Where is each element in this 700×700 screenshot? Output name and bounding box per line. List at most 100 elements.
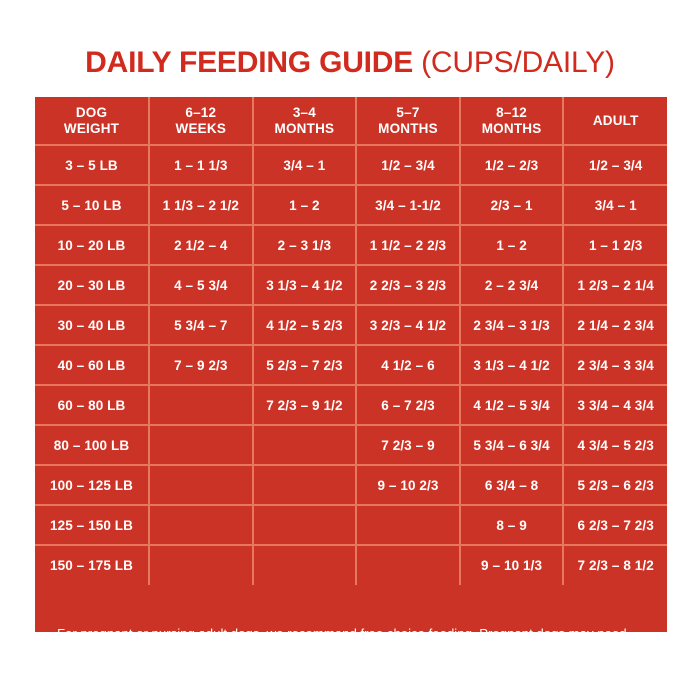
table-row: 3 – 5 LB 1 – 1 1/3 3/4 – 1 1/2 – 3/4 1/2… <box>35 145 667 186</box>
cell-adult: 1/2 – 3/4 <box>563 145 667 186</box>
column-header-6-12-weeks: 6–12 WEEKS <box>149 97 254 146</box>
cell-6-12-weeks <box>149 425 254 466</box>
cell-adult: 2 1/4 – 2 3/4 <box>563 305 667 346</box>
cell-5-7-months: 6 – 7 2/3 <box>356 385 461 426</box>
cell-8-12-months: 3 1/3 – 4 1/2 <box>459 345 565 386</box>
cell-dog-weight: 3 – 5 LB <box>35 145 150 186</box>
cell-3-4-months: 3 1/3 – 4 1/2 <box>252 265 358 306</box>
column-header-6-12-weeks-line1: 6–12 <box>185 104 217 120</box>
footnote: For pregnant or nursing adult dogs, we r… <box>35 612 667 632</box>
table-row: 30 – 40 LB 5 3/4 – 7 4 1/2 – 5 2/3 3 2/3… <box>35 305 667 346</box>
cell-adult: 5 2/3 – 6 2/3 <box>563 465 667 506</box>
cell-5-7-months <box>356 505 461 546</box>
cell-3-4-months: 1 – 2 <box>252 185 358 226</box>
cell-dog-weight: 80 – 100 LB <box>35 425 150 466</box>
table-row: 125 – 150 LB 8 – 9 6 2/3 – 7 2/3 <box>35 505 667 546</box>
cell-6-12-weeks <box>149 385 254 426</box>
cell-6-12-weeks: 1 1/3 – 2 1/2 <box>149 185 254 226</box>
cell-6-12-weeks: 1 – 1 1/3 <box>149 145 254 186</box>
cell-dog-weight: 20 – 30 LB <box>35 265 150 306</box>
cell-dog-weight: 60 – 80 LB <box>35 385 150 426</box>
footnote-text: For pregnant or nursing adult dogs, we r… <box>57 624 645 632</box>
cell-5-7-months: 3/4 – 1-1/2 <box>356 185 461 226</box>
cell-5-7-months: 4 1/2 – 6 <box>356 345 461 386</box>
cell-8-12-months: 4 1/2 – 5 3/4 <box>459 385 565 426</box>
column-header-6-12-weeks-line2: WEEKS <box>175 120 227 136</box>
table-row: 150 – 175 LB 9 – 10 1/3 7 2/3 – 8 1/2 <box>35 545 667 585</box>
column-header-dog-weight-line2: WEIGHT <box>63 120 120 136</box>
cell-dog-weight: 10 – 20 LB <box>35 225 150 266</box>
cell-5-7-months: 7 2/3 – 9 <box>356 425 461 466</box>
cell-6-12-weeks <box>149 465 254 506</box>
column-header-5-7-months-line2: MONTHS <box>378 120 438 136</box>
cell-adult: 7 2/3 – 8 1/2 <box>563 545 667 585</box>
column-header-8-12-months: 8–12 MONTHS <box>459 97 565 146</box>
cell-adult: 1 – 1 2/3 <box>563 225 667 266</box>
cell-5-7-months <box>356 545 461 585</box>
page-title: DAILY FEEDING GUIDE (CUPS/DAILY) <box>0 46 700 80</box>
column-header-3-4-months-line2: MONTHS <box>274 120 335 136</box>
table-row: 20 – 30 LB 4 – 5 3/4 3 1/3 – 4 1/2 2 2/3… <box>35 265 667 306</box>
feeding-table-panel: DOG WEIGHT 6–12 WEEKS 3–4 MONTHS 5–7 MON… <box>35 97 667 632</box>
cell-adult: 4 3/4 – 5 2/3 <box>563 425 667 466</box>
cell-adult: 3 3/4 – 4 3/4 <box>563 385 667 426</box>
cell-3-4-months <box>252 545 358 585</box>
table-row: 80 – 100 LB 7 2/3 – 9 5 3/4 – 6 3/4 4 3/… <box>35 425 667 466</box>
cell-adult: 2 3/4 – 3 3/4 <box>563 345 667 386</box>
cell-8-12-months: 2/3 – 1 <box>459 185 565 226</box>
column-header-dog-weight: DOG WEIGHT <box>35 97 150 146</box>
cell-dog-weight: 30 – 40 LB <box>35 305 150 346</box>
cell-3-4-months: 4 1/2 – 5 2/3 <box>252 305 358 346</box>
column-header-8-12-months-line2: MONTHS <box>481 120 542 136</box>
cell-adult: 1 2/3 – 2 1/4 <box>563 265 667 306</box>
cell-6-12-weeks: 7 – 9 2/3 <box>149 345 254 386</box>
cell-3-4-months: 7 2/3 – 9 1/2 <box>252 385 358 426</box>
cell-5-7-months: 2 2/3 – 3 2/3 <box>356 265 461 306</box>
cell-5-7-months: 3 2/3 – 4 1/2 <box>356 305 461 346</box>
cell-dog-weight: 150 – 175 LB <box>35 545 150 585</box>
column-header-8-12-months-line1: 8–12 <box>496 104 527 120</box>
cell-5-7-months: 1 1/2 – 2 2/3 <box>356 225 461 266</box>
cell-6-12-weeks: 2 1/2 – 4 <box>149 225 254 266</box>
column-header-dog-weight-line1: DOG <box>75 104 108 120</box>
table-body: 3 – 5 LB 1 – 1 1/3 3/4 – 1 1/2 – 3/4 1/2… <box>35 145 667 585</box>
cell-5-7-months: 1/2 – 3/4 <box>356 145 461 186</box>
cell-dog-weight: 100 – 125 LB <box>35 465 150 506</box>
cell-8-12-months: 2 – 2 3/4 <box>459 265 565 306</box>
cell-8-12-months: 6 3/4 – 8 <box>459 465 565 506</box>
cell-8-12-months: 1/2 – 2/3 <box>459 145 565 186</box>
cell-8-12-months: 8 – 9 <box>459 505 565 546</box>
cell-dog-weight: 125 – 150 LB <box>35 505 150 546</box>
table-row: 5 – 10 LB 1 1/3 – 2 1/2 1 – 2 3/4 – 1-1/… <box>35 185 667 226</box>
title-main-text: DAILY FEEDING GUIDE <box>85 46 414 79</box>
column-header-adult-line2: ADULT <box>592 112 639 128</box>
cell-dog-weight: 40 – 60 LB <box>35 345 150 386</box>
cell-8-12-months: 9 – 10 1/3 <box>459 545 565 585</box>
cell-3-4-months: 5 2/3 – 7 2/3 <box>252 345 358 386</box>
cell-5-7-months: 9 – 10 2/3 <box>356 465 461 506</box>
table-row: 60 – 80 LB 7 2/3 – 9 1/2 6 – 7 2/3 4 1/2… <box>35 385 667 426</box>
table-row: 40 – 60 LB 7 – 9 2/3 5 2/3 – 7 2/3 4 1/2… <box>35 345 667 386</box>
cell-3-4-months: 3/4 – 1 <box>252 145 358 186</box>
column-header-3-4-months: 3–4 MONTHS <box>252 97 358 146</box>
title-unit-text: (CUPS/DAILY) <box>421 46 615 79</box>
cell-8-12-months: 5 3/4 – 6 3/4 <box>459 425 565 466</box>
column-header-5-7-months: 5–7 MONTHS <box>356 97 461 146</box>
cell-adult: 6 2/3 – 7 2/3 <box>563 505 667 546</box>
cell-3-4-months <box>252 465 358 506</box>
table-header-row: DOG WEIGHT 6–12 WEEKS 3–4 MONTHS 5–7 MON… <box>35 97 667 146</box>
cell-3-4-months <box>252 425 358 466</box>
cell-6-12-weeks <box>149 545 254 585</box>
cell-6-12-weeks: 5 3/4 – 7 <box>149 305 254 346</box>
cell-8-12-months: 2 3/4 – 3 1/3 <box>459 305 565 346</box>
column-header-5-7-months-line1: 5–7 <box>396 104 420 120</box>
cell-3-4-months: 2 – 3 1/3 <box>252 225 358 266</box>
column-header-3-4-months-line1: 3–4 <box>292 104 316 120</box>
daily-feeding-table: DOG WEIGHT 6–12 WEEKS 3–4 MONTHS 5–7 MON… <box>35 97 667 585</box>
table-header: DOG WEIGHT 6–12 WEEKS 3–4 MONTHS 5–7 MON… <box>35 97 667 146</box>
cell-3-4-months <box>252 505 358 546</box>
column-header-adult: ADULT <box>563 97 667 146</box>
cell-adult: 3/4 – 1 <box>563 185 667 226</box>
cell-8-12-months: 1 – 2 <box>459 225 565 266</box>
